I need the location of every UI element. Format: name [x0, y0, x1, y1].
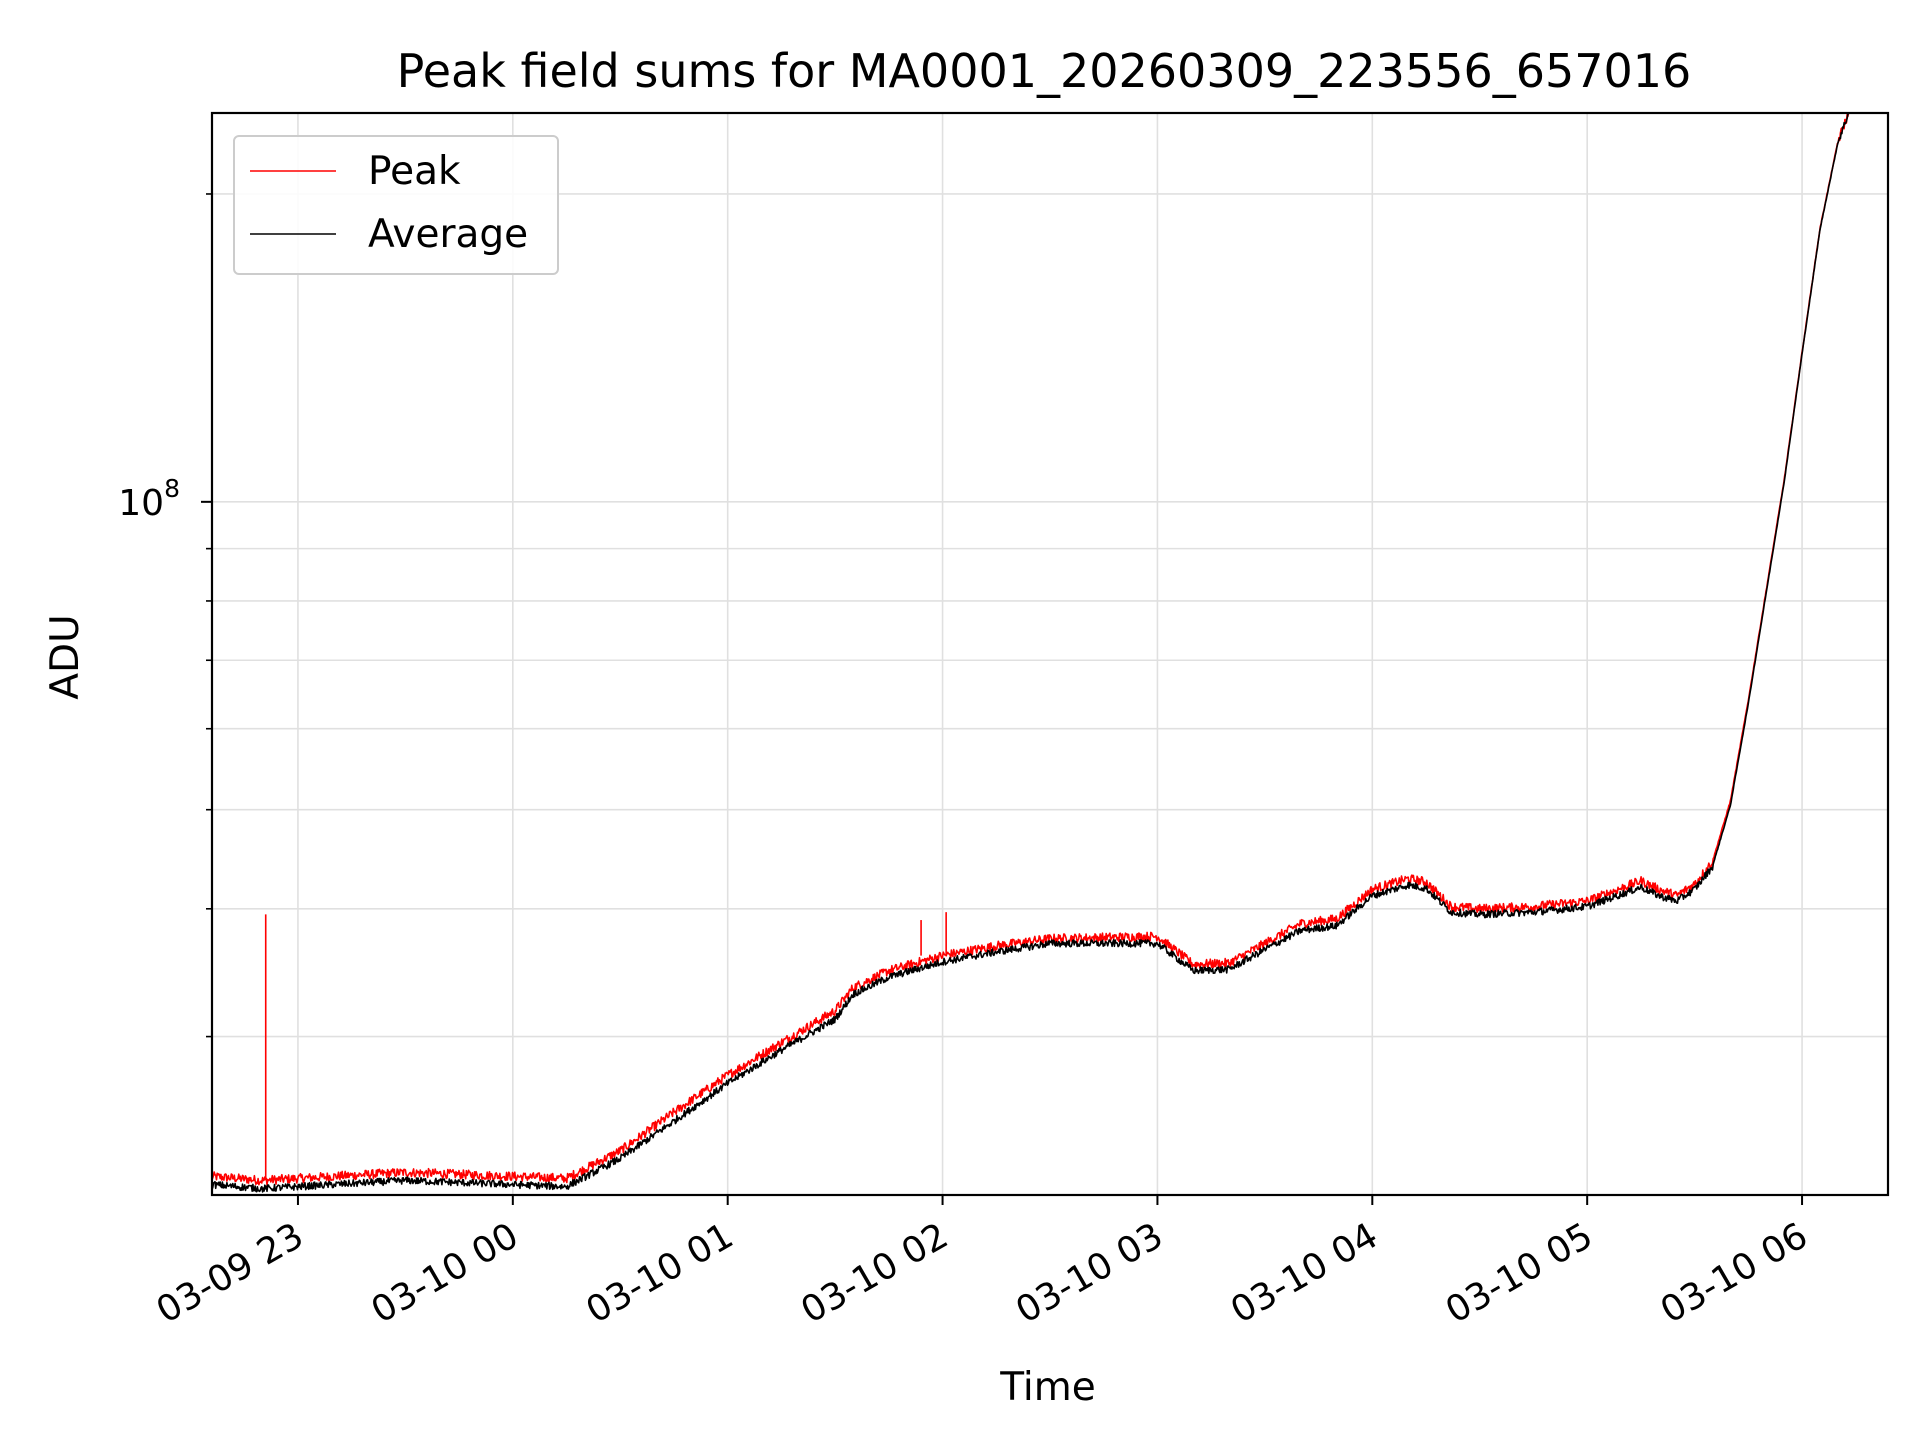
legend-label-average: Average: [368, 212, 528, 257]
x-tick-label: 03-10 01: [580, 1215, 741, 1331]
series-line-average: [211, 112, 1850, 1193]
x-tick-label: 03-10 03: [1009, 1215, 1170, 1331]
x-tick-label: 03-10 00: [365, 1215, 526, 1331]
axis-ticks: 03-09 23 03-10 00 03-10 01 03-10 02 03-10 03…: [118, 193, 1815, 1332]
x-axis-label: Time: [999, 1365, 1095, 1410]
x-tick-label: 03-10 02: [794, 1215, 955, 1331]
y-tick-label-exponent: 8: [164, 474, 180, 503]
y-tick-label: 108: [118, 474, 180, 524]
plot-frame: [210, 111, 1890, 1197]
plot-lines: [211, 112, 1850, 1193]
x-tick-label: 03-10 04: [1224, 1215, 1385, 1331]
legend: Peak Average: [233, 135, 559, 275]
x-tick-label: 03-10 05: [1439, 1215, 1600, 1331]
y-tick-label-base: 10: [118, 483, 164, 524]
x-tick-label: 03-09 23: [150, 1215, 311, 1331]
chart-title: Peak field sums for MA0001_20260309_2235…: [397, 44, 1692, 98]
x-tick-label: 03-10 06: [1654, 1215, 1815, 1331]
legend-label-peak: Peak: [368, 149, 461, 194]
series-line-peak: [211, 112, 1850, 1186]
grid: [212, 113, 1888, 1195]
y-axis-label: ADU: [43, 614, 88, 699]
